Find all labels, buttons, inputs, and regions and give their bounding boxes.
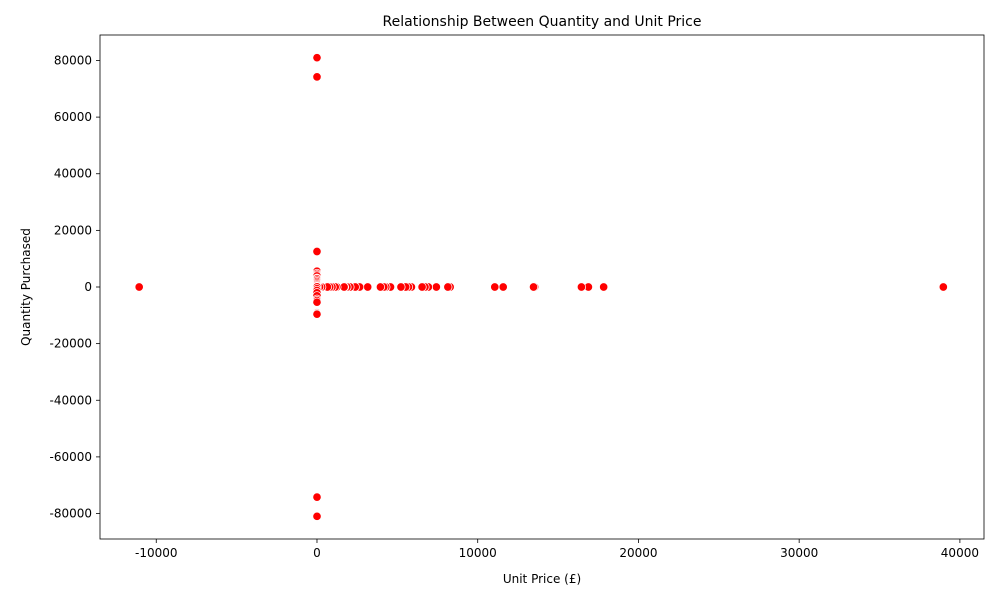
data-point <box>134 282 144 292</box>
x-tick-label: -10000 <box>135 546 178 560</box>
y-tick-label: 40000 <box>54 167 92 181</box>
data-point <box>312 511 322 521</box>
data-point <box>312 72 322 82</box>
y-tick-label: -60000 <box>49 450 92 464</box>
data-point <box>498 282 508 292</box>
data-point <box>431 282 441 292</box>
y-tick-label: -40000 <box>49 393 92 407</box>
data-point <box>443 282 453 292</box>
data-point <box>375 282 386 292</box>
x-tick-label: 20000 <box>619 546 657 560</box>
plot-frame <box>99 34 985 540</box>
y-tick-label: 0 <box>84 280 92 294</box>
y-tick-label: 80000 <box>54 53 92 67</box>
y-tick-label: 20000 <box>54 223 92 237</box>
data-point <box>312 246 322 257</box>
x-tick-label: 10000 <box>459 546 497 560</box>
data-points <box>134 53 948 521</box>
data-point <box>363 282 373 292</box>
x-tick-label: 40000 <box>941 546 979 560</box>
x-axis-label: Unit Price (£) <box>503 572 581 586</box>
y-tick-label: -80000 <box>49 507 92 521</box>
data-point <box>312 53 322 63</box>
data-point <box>312 309 322 319</box>
data-point <box>312 492 322 502</box>
data-point <box>528 282 539 292</box>
data-point <box>576 282 587 292</box>
x-tick-label: 0 <box>313 546 321 560</box>
data-point <box>490 282 500 292</box>
data-point <box>599 282 609 292</box>
data-point <box>396 282 406 292</box>
data-point <box>938 282 948 292</box>
y-tick-label: 60000 <box>54 110 92 124</box>
x-tick-label: 30000 <box>780 546 818 560</box>
y-tick-label: -20000 <box>49 337 92 351</box>
chart-title: Relationship Between Quantity and Unit P… <box>383 14 702 30</box>
data-point <box>312 297 322 307</box>
x-axis-ticks: -10000 0 10000 20000 30000 40000 <box>135 539 979 560</box>
data-point <box>417 282 427 292</box>
y-axis-ticks: -80000 -60000 -40000 -20000 0 20000 40000 60000… <box>49 53 100 521</box>
y-axis-label: Quantity Purchased <box>19 228 33 346</box>
